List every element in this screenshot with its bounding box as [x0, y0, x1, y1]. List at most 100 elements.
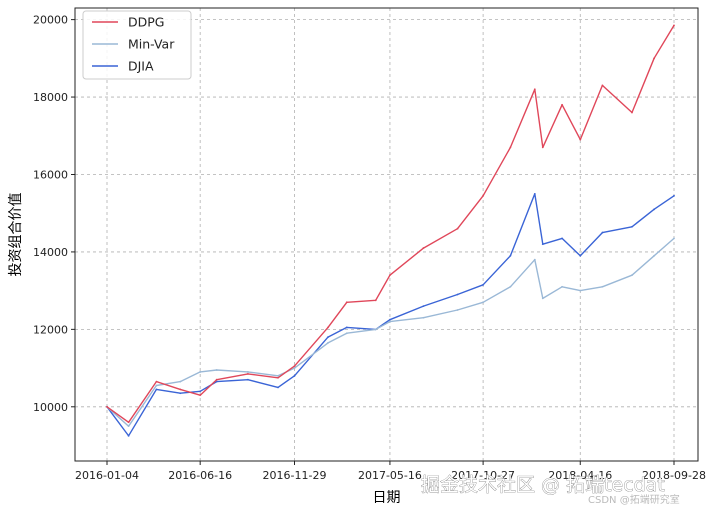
legend-box [82, 10, 192, 80]
data-point-min-var [422, 316, 425, 319]
data-point-ddpg [653, 57, 656, 60]
data-point-djia [653, 208, 656, 211]
data-point-min-var [389, 320, 391, 323]
data-point-djia [541, 243, 544, 246]
data-point-min-var [327, 342, 329, 344]
legend-label: Min-Var [128, 37, 175, 52]
series-line-ddpg [106, 25, 675, 423]
y-tick-label: 12000 [33, 323, 68, 336]
data-point-min-var [631, 274, 633, 277]
y-tick-label: 18000 [33, 91, 68, 104]
data-point-djia [179, 392, 182, 395]
y-tick-label: 10000 [33, 401, 68, 414]
data-point-min-var [199, 371, 202, 373]
data-point-ddpg [561, 103, 563, 106]
data-point-min-var [653, 254, 656, 257]
watermark-text: 掘金技术社区 @ 拓端tecdat [421, 474, 665, 496]
data-point-djia [631, 225, 633, 228]
data-point-min-var [277, 374, 279, 377]
data-point-djia [601, 231, 604, 234]
data-point-min-var [127, 425, 130, 428]
data-point-ddpg [579, 138, 582, 141]
data-point-djia [277, 386, 279, 389]
data-point-min-var [601, 285, 604, 288]
data-point-min-var [561, 285, 563, 288]
x-tick-label: 2017-05-16 [358, 469, 422, 482]
data-point-ddpg [155, 380, 158, 383]
data-point-ddpg [374, 299, 377, 302]
data-point-djia [327, 336, 329, 339]
data-point-djia [579, 254, 582, 257]
x-tick-label: 2016-01-04 [75, 469, 139, 482]
data-point-min-var [293, 367, 296, 369]
data-point-djia [215, 380, 218, 383]
series-line-djia [106, 193, 675, 437]
data-point-min-var [179, 380, 182, 383]
x-tick-label: 2016-06-16 [168, 469, 232, 482]
data-point-ddpg [106, 405, 108, 408]
data-point-ddpg [422, 247, 425, 249]
y-axis-label: 投资组合价值 [8, 193, 24, 277]
data-point-ddpg [345, 301, 348, 304]
y-tick-label: 20000 [33, 14, 68, 27]
data-point-ddpg [482, 194, 485, 197]
data-point-ddpg [127, 421, 130, 424]
x-tick-label: 2017-10-27 [451, 469, 515, 482]
data-point-djia [246, 378, 249, 381]
data-point-min-var [456, 309, 459, 311]
data-point-ddpg [509, 146, 512, 149]
data-point-ddpg [293, 365, 296, 368]
data-point-min-var [541, 297, 544, 300]
y-axis-ticks: 10000 12000 14000 16000 18000 20000 [33, 14, 75, 414]
data-point-ddpg [246, 372, 249, 375]
y-tick-label: 14000 [33, 246, 68, 259]
data-point-min-var [374, 328, 377, 331]
data-point-min-var [579, 289, 582, 292]
data-point-djia [422, 305, 425, 308]
x-axis-ticks: 2016-01-04 2016-06-16 2016-11-29 2017-05-16… [75, 461, 706, 482]
data-point-djia [533, 192, 536, 195]
data-point-ddpg [601, 84, 604, 87]
data-point-ddpg [456, 227, 459, 230]
series-line-min-var [106, 237, 675, 427]
series-lines [106, 24, 675, 437]
x-axis-label: 日期 [373, 490, 401, 506]
data-point-djia [673, 194, 675, 197]
data-point-ddpg [533, 88, 536, 91]
plot-frame [74, 7, 699, 462]
data-point-djia [293, 374, 296, 377]
data-point-djia [155, 388, 158, 391]
data-point-min-var [482, 301, 485, 304]
data-point-ddpg [673, 24, 675, 27]
y-tick-label: 16000 [33, 168, 68, 181]
data-point-djia [509, 254, 512, 257]
data-point-djia [482, 283, 485, 286]
data-point-ddpg [277, 376, 279, 379]
x-tick-label: 2016-11-29 [263, 469, 327, 482]
data-point-min-var [533, 258, 536, 261]
watermark-subtext: CSDN @拓端研究室 [588, 493, 680, 506]
data-point-djia [456, 293, 459, 296]
data-point-ddpg [631, 111, 633, 114]
data-point-min-var [215, 369, 218, 371]
data-point-ddpg [215, 378, 218, 381]
data-point-djia [127, 434, 130, 437]
legend-label: DJIA [128, 59, 154, 74]
legend-label: DDPG [128, 15, 164, 30]
x-tick-label: 2018-04-16 [548, 469, 612, 482]
data-point-min-var [246, 371, 249, 373]
data-point-ddpg [199, 394, 202, 397]
data-point-min-var [673, 237, 675, 240]
data-point-min-var [155, 384, 158, 387]
x-tick-label: 2018-09-28 [642, 469, 706, 482]
data-point-djia [561, 237, 563, 240]
data-point-djia [199, 390, 202, 393]
data-point-ddpg [541, 146, 544, 149]
data-point-djia [345, 326, 348, 329]
legend: DDPG Min-Var DJIA [82, 10, 192, 80]
data-point-ddpg [327, 326, 329, 329]
data-point-min-var [509, 285, 512, 288]
data-point-min-var [345, 332, 348, 335]
data-point-ddpg [389, 274, 391, 277]
